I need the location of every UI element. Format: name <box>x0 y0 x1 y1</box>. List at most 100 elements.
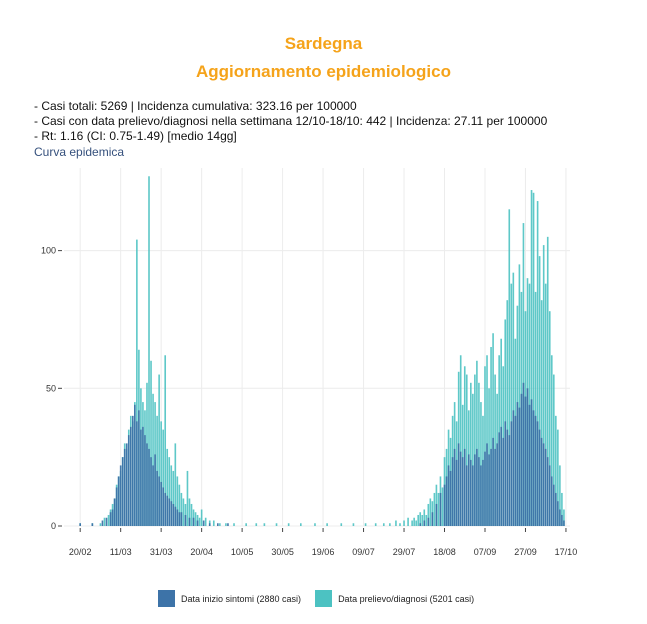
bar-sintomi <box>134 404 136 526</box>
bar-prelievo <box>170 465 173 526</box>
bar-sintomi <box>465 465 468 526</box>
bar-sintomi <box>500 426 502 526</box>
legend-swatch-prelievo <box>315 590 333 607</box>
bar-sintomi <box>538 429 541 526</box>
y-tick-label: 100 <box>41 246 56 256</box>
bar-sintomi <box>470 459 472 526</box>
bar-sintomi <box>170 501 173 526</box>
bar-prelievo <box>472 393 474 526</box>
bar-prelievo <box>103 517 106 526</box>
bar-prelievo <box>417 514 420 526</box>
bar-sintomi <box>492 437 494 526</box>
bar-prelievo <box>463 366 466 526</box>
bar-sintomi <box>423 520 426 526</box>
bar-sintomi <box>178 512 181 526</box>
y-tick-label: 0 <box>51 521 56 531</box>
bar-prelievo <box>99 523 102 526</box>
bar-prelievo <box>178 484 181 526</box>
summary-block: - Casi totali: 5269 | Incidenza cumulati… <box>34 99 547 144</box>
bar-prelievo <box>174 443 177 526</box>
chart-caption: Curva epidemica <box>34 145 125 159</box>
bar-prelievo <box>419 512 422 526</box>
legend-item-prelievo[interactable]: Data prelievo/diagnosi (5201 casi) <box>315 590 474 607</box>
bar-sintomi <box>561 514 563 526</box>
bar-sintomi <box>522 382 525 526</box>
bar-sintomi <box>445 476 448 526</box>
bar-sintomi <box>132 415 134 526</box>
bar-sintomi <box>482 459 484 526</box>
bar-sintomi <box>548 465 551 526</box>
x-tick-label: 20/02 <box>69 547 92 557</box>
bar-sintomi <box>494 448 496 526</box>
bar-sintomi <box>431 512 434 526</box>
bar-sintomi <box>121 457 124 526</box>
bar-prelievo <box>528 283 531 526</box>
bar-prelievo <box>465 374 468 526</box>
x-tick-label: 11/03 <box>110 547 132 557</box>
bar-prelievo <box>245 523 247 526</box>
bar-prelievo <box>158 374 160 526</box>
bar-sintomi <box>166 495 169 526</box>
bar-sintomi <box>552 484 555 526</box>
bar-prelievo <box>478 382 480 526</box>
bar-prelievo <box>148 176 150 526</box>
bar-sintomi <box>435 503 438 526</box>
bar-sintomi <box>125 443 128 526</box>
bar-prelievo <box>389 523 391 526</box>
bar-prelievo <box>480 402 482 526</box>
bar-sintomi <box>514 415 517 526</box>
bar-sintomi <box>459 451 462 526</box>
bar-sintomi <box>461 457 464 526</box>
bar-prelievo <box>374 523 377 526</box>
bar-sintomi <box>217 523 219 526</box>
bar-prelievo <box>510 283 513 526</box>
bar-prelievo <box>107 514 110 526</box>
bar-sintomi <box>559 509 561 526</box>
bar-prelievo <box>190 503 193 526</box>
bar-sintomi <box>520 393 523 526</box>
bar-prelievo <box>550 355 553 526</box>
bar-sintomi <box>439 492 442 526</box>
bar-sintomi <box>516 402 519 526</box>
bar-prelievo <box>399 523 401 526</box>
bar-prelievo <box>522 223 525 527</box>
bar-sintomi <box>142 426 144 526</box>
bar-sintomi <box>152 465 154 526</box>
bar-sintomi <box>506 429 509 526</box>
x-tick-label: 20/04 <box>190 547 213 557</box>
bar-prelievo <box>326 523 328 526</box>
summary-rt: - Rt: 1.16 (CI: 0.75-1.49) [medio 14gg] <box>34 129 237 143</box>
bar-prelievo <box>263 523 266 526</box>
legend-item-sintomi[interactable]: Data inizio sintomi (2880 casi) <box>158 590 301 607</box>
bar-prelievo <box>166 448 169 526</box>
bar-prelievo <box>275 523 278 526</box>
bar-sintomi <box>172 503 175 526</box>
bar-prelievo <box>188 498 191 526</box>
bar-prelievo <box>382 523 385 526</box>
bar-prelievo <box>470 382 472 526</box>
bar-prelievo <box>474 374 476 526</box>
bar-sintomi <box>478 457 480 526</box>
bar-prelievo <box>421 514 424 526</box>
bar-sintomi <box>472 465 474 526</box>
bar-prelievo <box>534 291 537 526</box>
y-tick-label: 50 <box>46 383 56 393</box>
bar-sintomi <box>453 448 456 526</box>
bar-sintomi <box>463 448 466 526</box>
bar-sintomi <box>115 487 118 526</box>
bar-prelievo <box>395 520 397 526</box>
bar-sintomi <box>202 520 205 526</box>
bar-sintomi <box>443 484 446 526</box>
bar-prelievo <box>490 347 492 526</box>
bar-sintomi <box>129 426 132 526</box>
bar-sintomi <box>563 520 565 526</box>
bar-sintomi <box>168 498 171 526</box>
bar-prelievo <box>427 503 430 526</box>
bar-sintomi <box>496 443 498 526</box>
bar-sintomi <box>536 421 539 526</box>
bar-prelievo <box>403 520 405 526</box>
bar-prelievo <box>486 355 488 526</box>
bar-sintomi <box>544 448 547 526</box>
bar-prelievo <box>544 283 547 526</box>
bar-prelievo <box>441 487 444 526</box>
